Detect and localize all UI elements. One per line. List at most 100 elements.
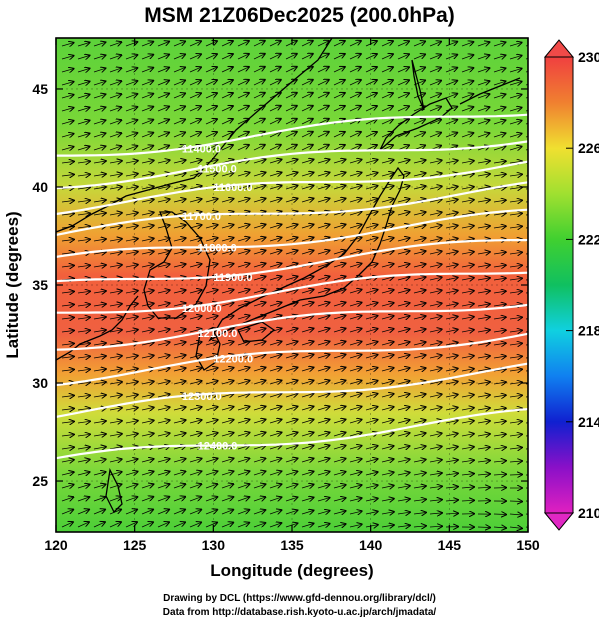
wind-arrow-646: [317, 316, 330, 320]
x-tick-label-150: 150: [516, 537, 540, 553]
wind-arrow-81: [397, 67, 409, 73]
wind-arrow-1121: [237, 523, 249, 528]
wind-arrow-1138: [509, 527, 522, 528]
contour-line-11700.0: [56, 181, 528, 236]
wind-arrow-503: [429, 251, 442, 254]
wind-arrow-854: [285, 407, 298, 411]
wind-arrow-55: [461, 55, 473, 59]
wind-arrow-691: [77, 343, 90, 345]
wind-arrow-678: [349, 329, 362, 332]
contour-line-11600.0: [56, 160, 528, 216]
wind-arrow-472: [413, 238, 426, 241]
wind-arrow-54: [445, 55, 457, 60]
wind-arrow-683: [429, 329, 442, 332]
contour-line-11900.0: [56, 239, 528, 283]
wind-arrow-526: [317, 264, 330, 268]
wind-arrow-1010: [381, 472, 394, 475]
wind-arrow-106: [317, 80, 329, 86]
wind-arrow-651: [397, 316, 410, 319]
wind-arrow-469: [365, 238, 378, 241]
wind-arrow-85: [461, 68, 473, 72]
wind-arrow-833: [429, 394, 442, 397]
wind-arrow-373: [269, 199, 282, 203]
wind-arrow-498: [349, 251, 362, 254]
wind-arrow-99: [205, 80, 217, 86]
wind-arrow-393: [109, 213, 122, 215]
wind-arrow-994: [125, 472, 138, 475]
wind-arrow-362: [93, 200, 106, 202]
wind-arrow-386: [477, 200, 490, 202]
x-tick-label-130: 130: [202, 537, 226, 553]
wind-arrow-1114: [125, 522, 137, 528]
wind-arrow-1113: [109, 522, 121, 528]
wind-arrow-202: [413, 119, 425, 125]
wind-arrow-538: [509, 265, 522, 267]
wind-arrow-1118: [189, 522, 201, 528]
wind-arrow-1091: [237, 510, 249, 514]
wind-arrow-649: [365, 316, 378, 319]
wind-arrow-741: [397, 355, 410, 358]
wind-arrow-816: [157, 394, 170, 397]
wind-arrow-130: [221, 93, 233, 99]
wind-arrow-1045: [461, 487, 474, 488]
wind-arrow-746: [477, 356, 490, 358]
wind-arrow-380: [381, 199, 394, 202]
wind-arrow-882: [253, 420, 266, 424]
wind-arrow-8: [189, 41, 201, 47]
wind-arrow-585: [301, 290, 314, 294]
wind-arrow-455: [141, 238, 154, 241]
wind-arrow-354: [445, 187, 458, 190]
kuril-chain: [459, 77, 521, 105]
wind-arrow-973: [269, 458, 281, 462]
wind-arrow-832: [413, 394, 426, 397]
wind-arrow-1043: [429, 486, 442, 488]
wind-arrow-722: [93, 356, 106, 358]
wind-arrow-639: [205, 316, 218, 319]
wind-arrow-456: [157, 238, 170, 241]
wind-arrow-1066: [317, 498, 330, 501]
wind-arrow-969: [205, 459, 218, 463]
colorbar-tick-label-222: 222: [578, 231, 599, 247]
wind-arrow-77: [333, 67, 345, 73]
wind-arrow-12: [253, 41, 265, 47]
wind-arrow-627: [493, 304, 506, 306]
wind-arrow-717: [493, 343, 506, 345]
wind-arrow-917: [333, 433, 346, 437]
wind-arrow-121: [77, 95, 90, 99]
wind-arrow-928: [509, 434, 522, 436]
wind-arrow-470: [381, 238, 394, 241]
wind-arrow-287: [333, 160, 346, 164]
wind-arrow-174: [445, 107, 457, 112]
wind-arrow-97: [173, 80, 185, 86]
contour-line-12300.0: [56, 362, 528, 418]
x-tick-label-120: 120: [44, 537, 68, 553]
wind-arrow-703: [269, 342, 282, 346]
wind-arrow-117: [493, 81, 505, 85]
wind-arrow-213: [109, 133, 121, 137]
wind-arrow-24: [445, 42, 457, 47]
wind-arrow-136: [317, 93, 329, 99]
wind-arrow-1117: [173, 522, 185, 528]
wind-arrow-1000: [221, 471, 233, 475]
wind-arrow-734: [285, 355, 298, 359]
wind-arrow-1081: [77, 510, 89, 515]
wind-arrow-125: [141, 94, 153, 99]
wind-arrow-720: [61, 357, 74, 359]
wind-arrow-1022: [93, 484, 106, 488]
wind-arrow-1119: [205, 523, 217, 528]
wind-arrow-625: [461, 304, 474, 306]
wind-arrow-296: [477, 161, 490, 163]
wind-arrow-285: [301, 160, 314, 164]
wind-arrow-317: [333, 173, 346, 177]
wind-arrow-1034: [285, 484, 297, 488]
wind-arrow-921: [397, 433, 410, 436]
wind-arrow-648: [349, 316, 362, 319]
wind-arrow-141: [397, 93, 409, 99]
wind-arrow-671: [237, 329, 250, 332]
wind-arrow-905: [141, 433, 154, 436]
wind-arrow-873: [109, 421, 122, 423]
wind-arrow-108: [349, 80, 361, 86]
wind-arrow-534: [445, 265, 458, 268]
wind-arrow-508: [509, 252, 522, 254]
wind-arrow-998: [189, 471, 201, 475]
